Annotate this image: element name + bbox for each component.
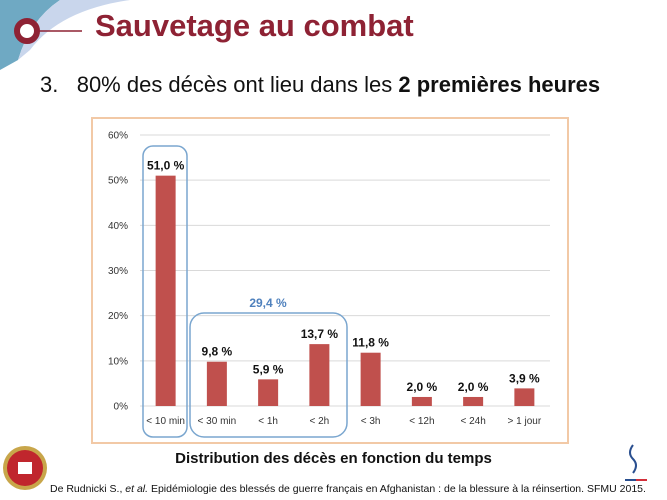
bar-0 — [155, 175, 176, 406]
point-text: 80% des décès ont lieu dans les — [76, 72, 399, 97]
bar-5 — [411, 396, 432, 406]
bar-7 — [514, 388, 535, 406]
reference-rest: Epidémiologie des blessés de guerre fran… — [148, 483, 646, 495]
ssa-logo — [625, 444, 647, 481]
y-tick-label: 60% — [108, 131, 128, 142]
group-annotation: 29,4 % — [249, 296, 287, 310]
data-label: 51,0 % — [147, 159, 185, 173]
corner-decoration — [0, 0, 60, 70]
y-tick-label: 20% — [108, 311, 128, 322]
data-label: 5,9 % — [253, 362, 284, 376]
data-label: 3,9 % — [509, 371, 540, 385]
corner-swoosh — [18, 0, 130, 60]
bar-6 — [463, 396, 484, 406]
x-tick-label: < 12h — [409, 416, 434, 427]
y-tick-label: 30% — [108, 266, 128, 277]
key-point: 3. 80% des décès ont lieu dans les 2 pre… — [40, 72, 600, 98]
cma-logo — [3, 446, 47, 490]
highlight-box-group — [189, 312, 348, 438]
slide-title: Sauvetage au combat — [95, 8, 414, 43]
chart-caption: Distribution des décès en fonction du te… — [175, 450, 492, 467]
point-number: 3. — [40, 72, 59, 97]
x-tick-label: < 2h — [310, 416, 330, 427]
y-tick-label: 0% — [114, 402, 129, 413]
x-tick-label: < 10 min — [146, 416, 185, 427]
x-tick-label: < 30 min — [198, 416, 237, 427]
x-tick-label: < 24h — [460, 416, 485, 427]
data-label: 2,0 % — [458, 380, 489, 394]
reference: De Rudnicki S., et al. Epidémiologie des… — [50, 483, 646, 495]
y-tick-label: 40% — [108, 221, 128, 232]
data-label: 13,7 % — [301, 327, 339, 341]
data-label: 11,8 % — [352, 336, 389, 350]
x-tick-label: > 1 jour — [508, 416, 542, 427]
y-tick-label: 10% — [108, 356, 128, 367]
bar-2 — [258, 379, 279, 406]
y-tick-label: 50% — [108, 176, 128, 187]
bar-4 — [360, 352, 381, 406]
data-label: 9,8 % — [202, 345, 233, 359]
bar-3 — [309, 344, 330, 406]
bar-1 — [206, 361, 227, 406]
data-label: 2,0 % — [407, 380, 438, 394]
reference-etal: et al. — [125, 483, 149, 495]
reference-author: De Rudnicki S., — [50, 483, 126, 495]
x-tick-label: < 1h — [258, 416, 278, 427]
point-bold: 2 premières heures — [398, 72, 601, 97]
x-tick-label: < 3h — [361, 416, 381, 427]
highlight-box-first — [142, 145, 188, 438]
